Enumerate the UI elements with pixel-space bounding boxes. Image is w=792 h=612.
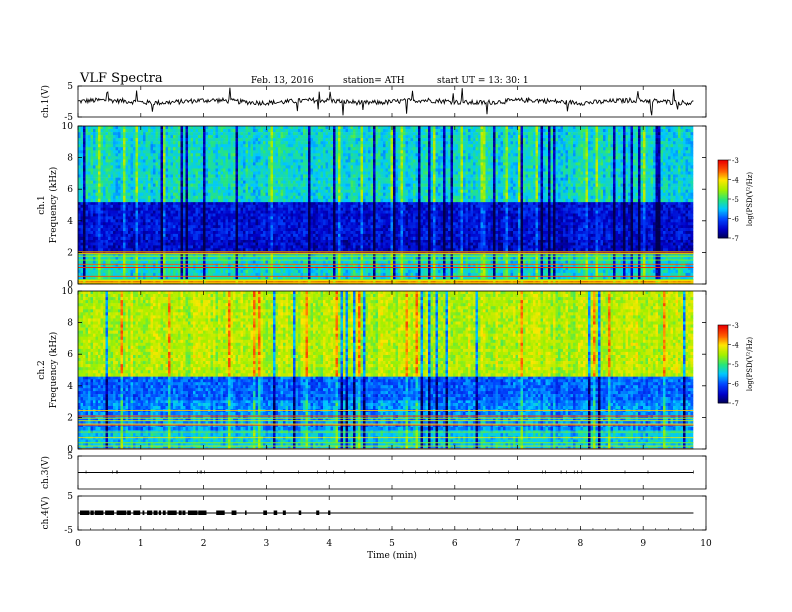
xaxis-tick-label-0: 0	[75, 539, 81, 549]
ch3-waveform-ytick-label-0: 5	[67, 452, 73, 462]
ch4-waveform-burst	[80, 511, 89, 516]
xaxis-tick-label-8: 8	[578, 539, 584, 549]
ch4-waveform-burst	[245, 511, 247, 516]
ch2-spectrogram-ytick-label-5: 10	[62, 287, 74, 297]
ch1-spectrogram-colorbar-tick-label-4: -3	[732, 157, 739, 165]
ch4-waveform-ytick-label-1: -5	[64, 526, 73, 536]
ch1-spectrogram-colorbar-tick-label-2: -5	[732, 196, 739, 204]
ch4-waveform-burst	[263, 511, 267, 516]
ch4-waveform-burst	[117, 511, 127, 516]
ch1-spectrogram-ytick-label-5: 10	[62, 122, 74, 132]
ch4-waveform-burst	[182, 511, 185, 516]
xaxis-tick-label-9: 9	[640, 539, 646, 549]
ch4-waveform-burst	[95, 511, 104, 516]
ch2-spectrogram-image	[78, 291, 693, 449]
ch1-spectrogram-ylabel-channel: ch.1	[37, 195, 47, 214]
ch4-waveform-burst	[188, 511, 198, 516]
ch1-spectrogram-ytick-label-4: 8	[67, 154, 73, 164]
ch1-waveform-trace	[78, 88, 693, 116]
xaxis-tick-label-2: 2	[201, 539, 207, 549]
ch4-waveform-burst	[143, 511, 145, 516]
ch4-waveform-burst	[179, 511, 182, 516]
ch2-spectrogram-ylabel-freq: Frequency (kHz)	[48, 332, 59, 409]
ch4-waveform-burst	[198, 511, 206, 516]
ch1-waveform-ylabel: ch.1(V)	[40, 85, 51, 118]
xaxis-tick-label-7: 7	[515, 539, 521, 549]
ch1-spectrogram-ytick-label-2: 4	[67, 217, 73, 227]
ch4-waveform-burst	[105, 511, 114, 516]
ch1-waveform-ytick-label-0: 5	[67, 82, 73, 92]
ch2-spectrogram-ytick-label-3: 6	[67, 350, 73, 360]
xaxis-tick-label-5: 5	[389, 539, 395, 549]
ch1-spectrogram-ylabel-freq: Frequency (kHz)	[48, 167, 59, 244]
ch1-spectrogram-image	[78, 126, 693, 284]
xaxis-label: Time (min)	[367, 550, 417, 561]
xaxis-tick-label-4: 4	[326, 539, 332, 549]
ch1-spectrogram-ytick-label-3: 6	[67, 185, 73, 195]
vlf-spectra-figure: VLF Spectra Feb. 13, 2016 station= ATH s…	[0, 0, 792, 612]
ch4-waveform-burst	[216, 511, 224, 516]
ch2-spectrogram-colorbar-tick-label-1: -6	[732, 381, 739, 389]
ch2-spectrogram-ylabel-channel: ch.2	[37, 360, 47, 379]
ch4-waveform-burst	[159, 511, 161, 516]
xaxis-tick-label-3: 3	[264, 539, 270, 549]
ch4-waveform-burst	[232, 511, 237, 516]
xaxis-tick-label-6: 6	[452, 539, 458, 549]
ch4-waveform-burst	[299, 511, 301, 516]
ch2-spectrogram-colorbar-tick-label-3: -4	[732, 342, 739, 350]
ch4-waveform-burst	[147, 511, 152, 516]
ch1-spectrogram-colorbar-tick-label-1: -6	[732, 216, 739, 224]
ch4-waveform-burst	[316, 511, 319, 516]
ch4-waveform-burst	[127, 511, 131, 516]
ch4-waveform-burst	[274, 511, 278, 516]
ch1-spectrogram-colorbar-tick-label-0: -7	[732, 235, 739, 243]
ch2-spectrogram-ytick-label-2: 4	[67, 382, 73, 392]
ch2-spectrogram-colorbar-tick-label-2: -5	[732, 361, 739, 369]
xaxis-tick-label-10: 10	[700, 539, 712, 549]
ch2-spectrogram-colorbar-label: log(PSD(V²/Hz)	[746, 337, 754, 392]
plot-svg: 5-5ch.1(V)0246810ch.1 Frequency (kHz) -7-6…	[0, 0, 792, 612]
ch2-spectrogram-colorbar-tick-label-0: -7	[732, 400, 739, 408]
ch4-waveform-ytick-label-0: 5	[67, 492, 73, 502]
ch1-spectrogram-colorbar-label: log(PSD(V²/Hz)	[746, 172, 754, 227]
ch4-waveform-burst	[90, 511, 93, 516]
ch2-spectrogram-colorbar-tick-label-4: -3	[732, 322, 739, 330]
ch4-waveform-ylabel: ch.4(V)	[40, 497, 51, 530]
ch4-waveform-burst	[133, 511, 140, 516]
ch1-spectrogram-ytick-label-1: 2	[67, 248, 73, 258]
ch2-spectrogram-ytick-label-1: 2	[67, 413, 73, 423]
ch2-spectrogram-ytick-label-4: 8	[67, 319, 73, 329]
xaxis-tick-label-1: 1	[138, 539, 144, 549]
ch4-waveform-burst	[163, 511, 166, 516]
ch4-waveform-burst	[167, 511, 176, 516]
ch1-spectrogram-colorbar-tick-label-3: -4	[732, 177, 739, 185]
ch4-waveform-burst	[154, 511, 158, 516]
ch3-waveform-ylabel: ch.3(V)	[40, 456, 51, 489]
ch4-waveform-burst	[283, 511, 286, 516]
ch4-waveform-burst	[328, 511, 330, 516]
